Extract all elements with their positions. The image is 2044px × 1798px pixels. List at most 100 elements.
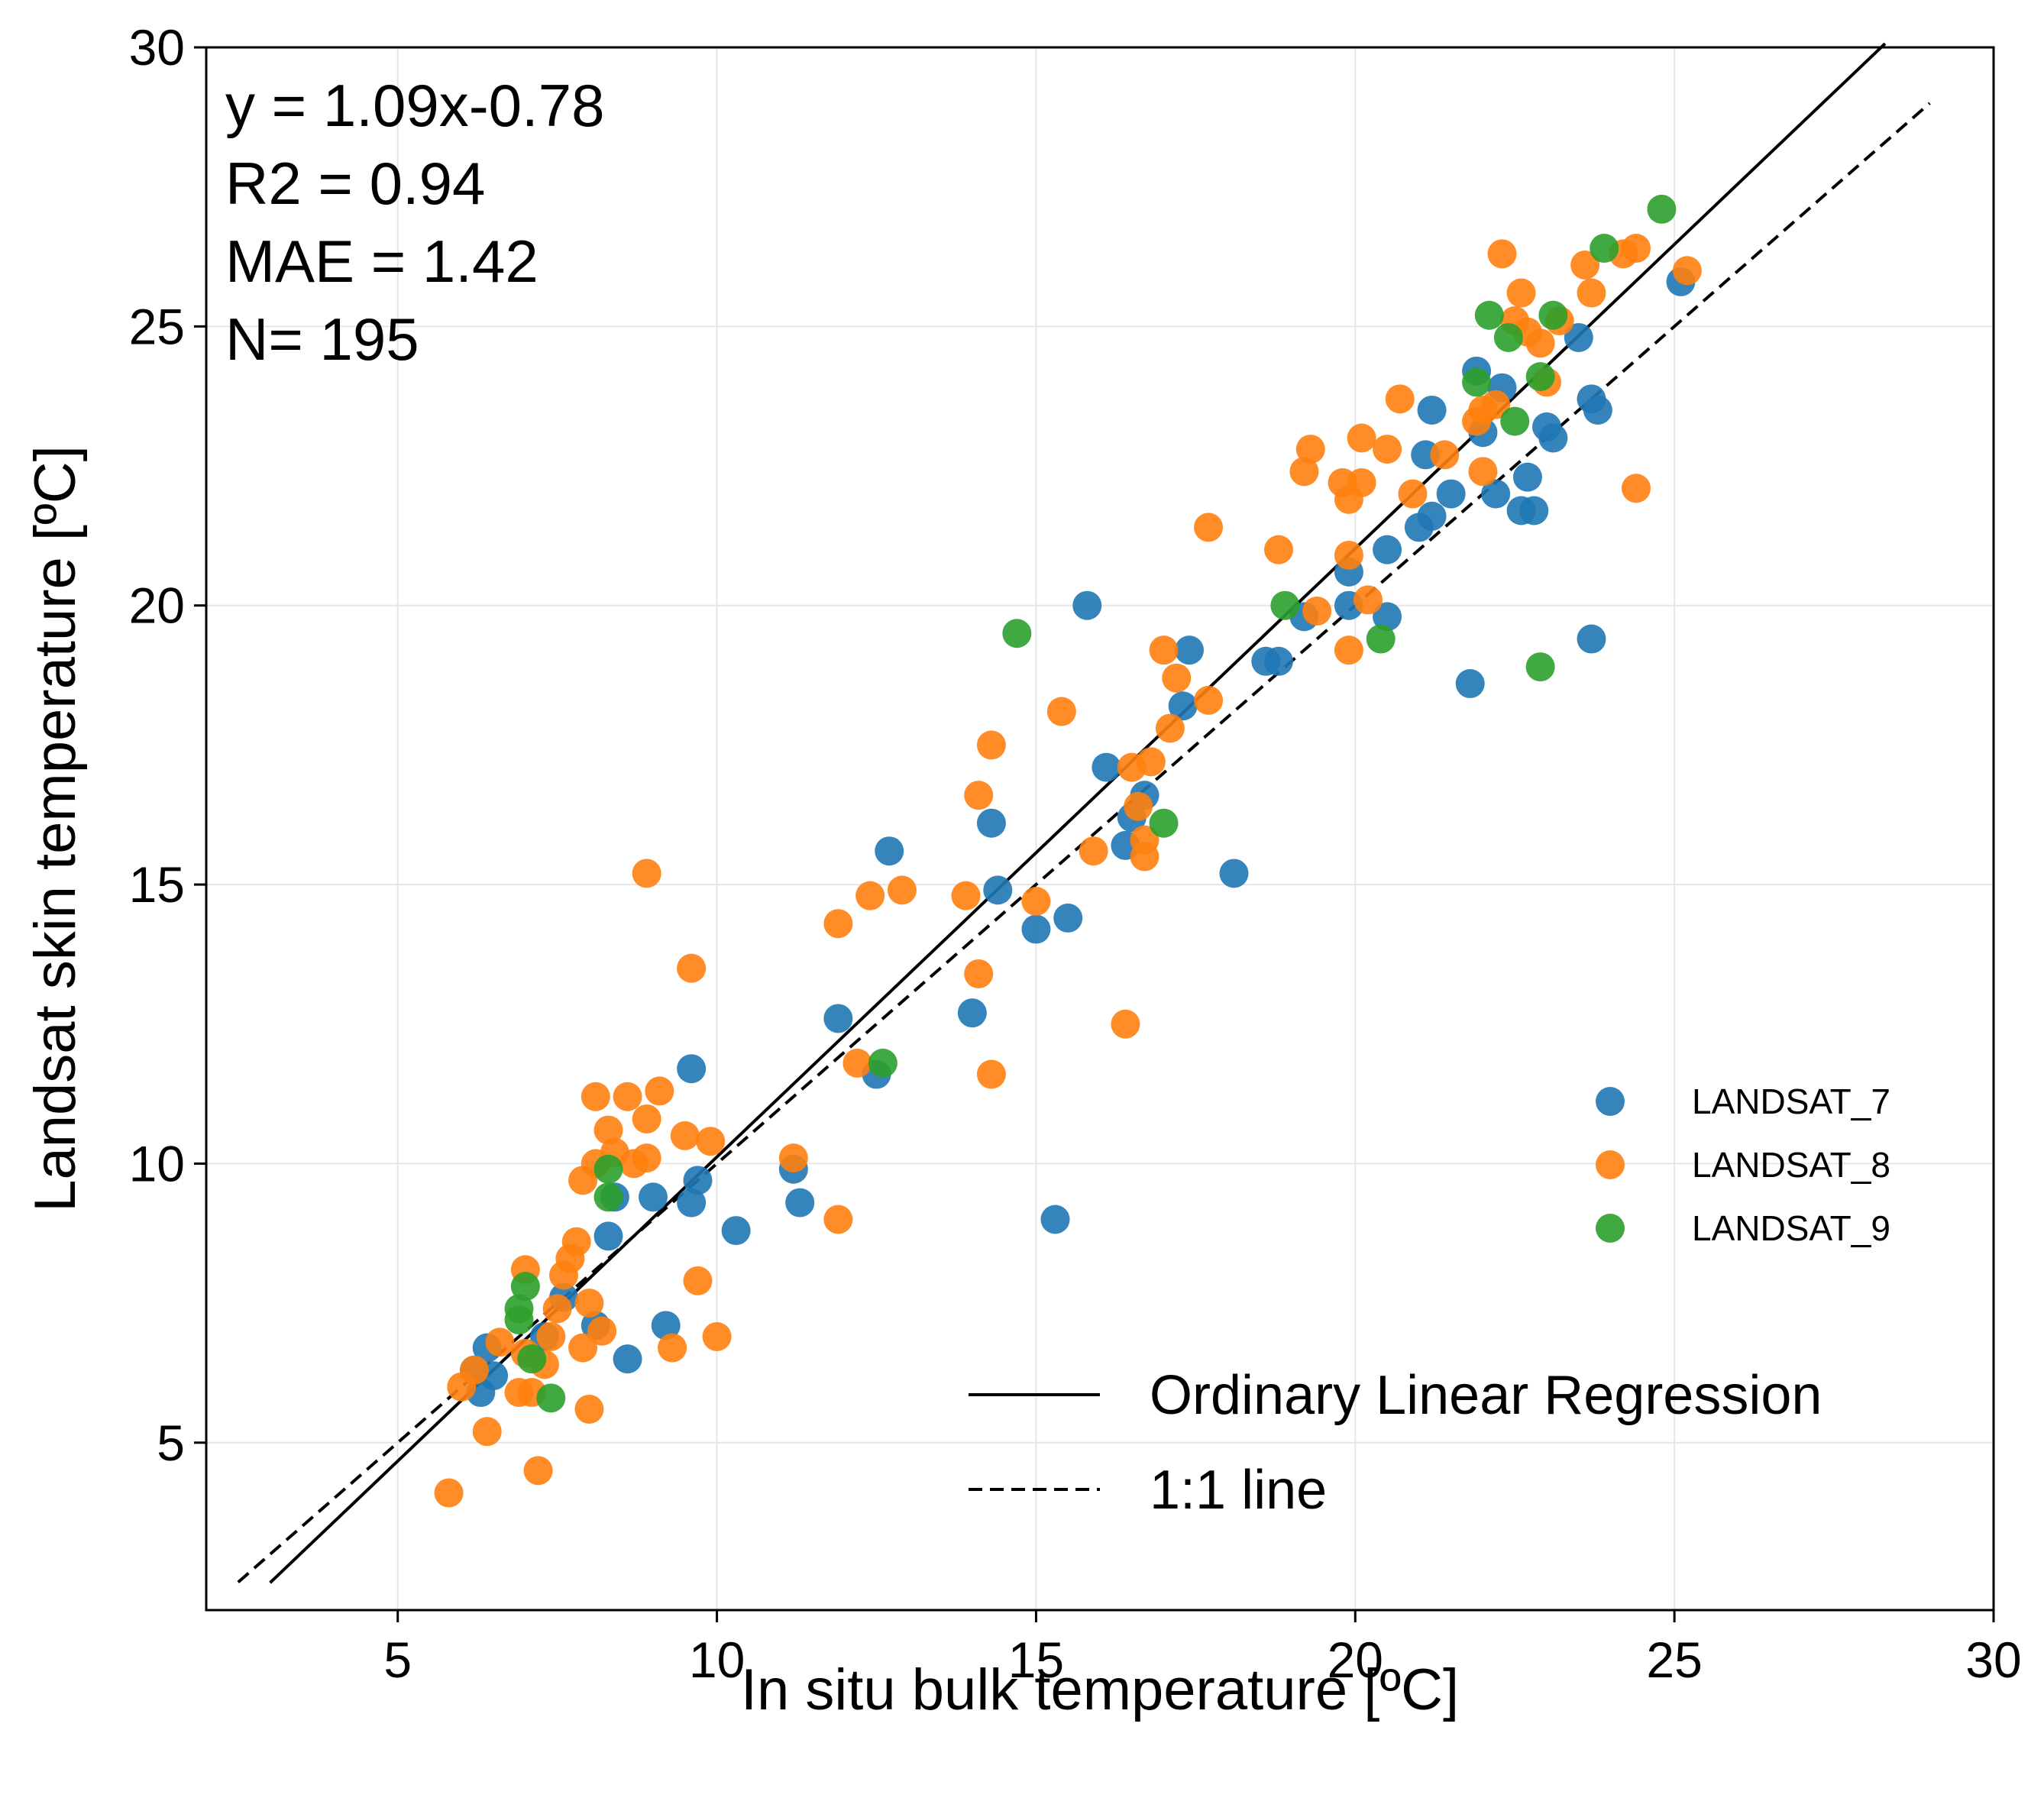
point-landsat-7	[1577, 624, 1606, 654]
point-landsat-8	[632, 859, 661, 888]
point-landsat-8	[696, 1127, 726, 1156]
point-landsat-8	[536, 1321, 566, 1351]
point-landsat-8	[1079, 836, 1108, 866]
legend-item-landsat-8: LANDSAT_8	[1596, 1145, 1890, 1185]
point-landsat-7	[677, 1188, 707, 1218]
point-landsat-8	[951, 881, 981, 910]
point-landsat-7	[1175, 635, 1204, 665]
series-legend: LANDSAT_7 LANDSAT_8 LANDSAT_9	[1596, 1082, 1890, 1248]
point-landsat-8	[1289, 457, 1319, 487]
point-landsat-8	[1373, 435, 1402, 464]
y-axis-label: Landsat skin temperature [ºC]	[23, 445, 88, 1212]
point-landsat-7	[976, 808, 1006, 838]
legend-item-one-to-one: 1:1 line	[969, 1460, 1327, 1521]
y-tick-label: 10	[129, 1135, 185, 1192]
point-landsat-8	[1149, 635, 1179, 665]
point-landsat-7	[1092, 752, 1121, 782]
point-landsat-8	[843, 1048, 872, 1078]
point-landsat-7	[1564, 322, 1593, 352]
point-landsat-9	[1500, 406, 1530, 436]
point-landsat-8	[1046, 697, 1076, 726]
point-landsat-7	[1053, 903, 1083, 933]
point-landsat-8	[1162, 663, 1192, 693]
point-landsat-8	[887, 875, 917, 905]
x-tick-label: 15	[1008, 1631, 1064, 1688]
point-landsat-8	[976, 730, 1006, 760]
point-landsat-8	[1295, 435, 1325, 464]
point-landsat-8	[1302, 597, 1332, 626]
point-landsat-8	[568, 1333, 598, 1363]
point-landsat-7	[1481, 479, 1511, 509]
point-landsat-7	[875, 836, 904, 866]
point-landsat-8	[1570, 250, 1600, 280]
point-landsat-9	[1270, 590, 1300, 620]
point-landsat-8	[1430, 440, 1460, 470]
plot-frame	[205, 46, 1995, 1612]
point-landsat-7	[1417, 501, 1447, 531]
legend-label-regression: Ordinary Linear Regression	[1150, 1365, 1822, 1426]
point-landsat-8	[683, 1266, 713, 1295]
point-landsat-7	[1264, 646, 1293, 676]
point-landsat-8	[702, 1321, 732, 1351]
point-landsat-9	[1590, 234, 1619, 264]
point-landsat-8	[1506, 278, 1536, 308]
point-landsat-7	[1417, 395, 1447, 425]
legend-label-landsat-9: LANDSAT_9	[1692, 1208, 1890, 1248]
point-landsat-8	[587, 1316, 617, 1346]
point-landsat-8	[1264, 535, 1293, 564]
point-landsat-8	[1130, 825, 1159, 855]
point-landsat-7	[639, 1182, 668, 1212]
point-landsat-7	[1168, 691, 1198, 721]
point-landsat-7	[613, 1344, 642, 1374]
point-landsat-7	[1455, 669, 1485, 699]
point-landsat-9	[504, 1294, 534, 1324]
point-landsat-9	[1462, 367, 1492, 397]
point-landsat-7	[683, 1166, 713, 1195]
point-landsat-9	[593, 1182, 623, 1212]
data-points	[434, 194, 1702, 1508]
point-landsat-9	[868, 1048, 897, 1078]
point-landsat-7	[1436, 479, 1466, 509]
point-landsat-9	[1493, 322, 1523, 352]
point-landsat-8	[1021, 886, 1051, 916]
point-landsat-7	[957, 998, 987, 1028]
stats-r2: R2 = 0.94	[225, 150, 485, 217]
point-landsat-7	[785, 1188, 815, 1218]
point-landsat-8	[670, 1121, 700, 1150]
point-landsat-9	[1525, 362, 1555, 392]
point-landsat-9	[517, 1344, 547, 1374]
point-landsat-7	[1021, 914, 1051, 944]
point-landsat-8	[1347, 423, 1376, 453]
point-landsat-7	[1519, 496, 1549, 525]
point-landsat-7	[677, 1054, 707, 1084]
point-landsat-8	[677, 953, 707, 983]
point-landsat-8	[1622, 474, 1651, 503]
legend-item-regression: Ordinary Linear Regression	[969, 1365, 1822, 1426]
x-tick-label: 30	[1965, 1631, 2021, 1688]
x-tick-label: 5	[383, 1631, 412, 1688]
point-landsat-8	[1347, 467, 1376, 497]
point-landsat-7	[593, 1221, 623, 1251]
point-landsat-8	[855, 881, 885, 910]
stats-n: N= 195	[225, 306, 419, 373]
legend-label-landsat-7: LANDSAT_7	[1692, 1082, 1890, 1121]
point-landsat-8	[613, 1082, 642, 1111]
point-landsat-8	[658, 1333, 687, 1363]
point-landsat-8	[1334, 540, 1363, 570]
point-landsat-7	[1512, 462, 1542, 492]
point-landsat-8	[574, 1289, 604, 1318]
point-landsat-8	[823, 1205, 853, 1234]
point-landsat-7	[1219, 859, 1249, 888]
point-landsat-8	[823, 909, 853, 939]
point-landsat-8	[976, 1059, 1006, 1089]
point-landsat-8	[460, 1355, 489, 1385]
point-landsat-9	[1538, 300, 1568, 330]
point-landsat-8	[523, 1456, 553, 1486]
point-landsat-8	[485, 1327, 515, 1357]
point-landsat-7	[823, 1004, 853, 1033]
point-landsat-8	[561, 1227, 591, 1256]
point-landsat-9	[1647, 194, 1677, 224]
point-landsat-7	[1538, 423, 1568, 453]
y-tick-label: 5	[157, 1415, 185, 1471]
